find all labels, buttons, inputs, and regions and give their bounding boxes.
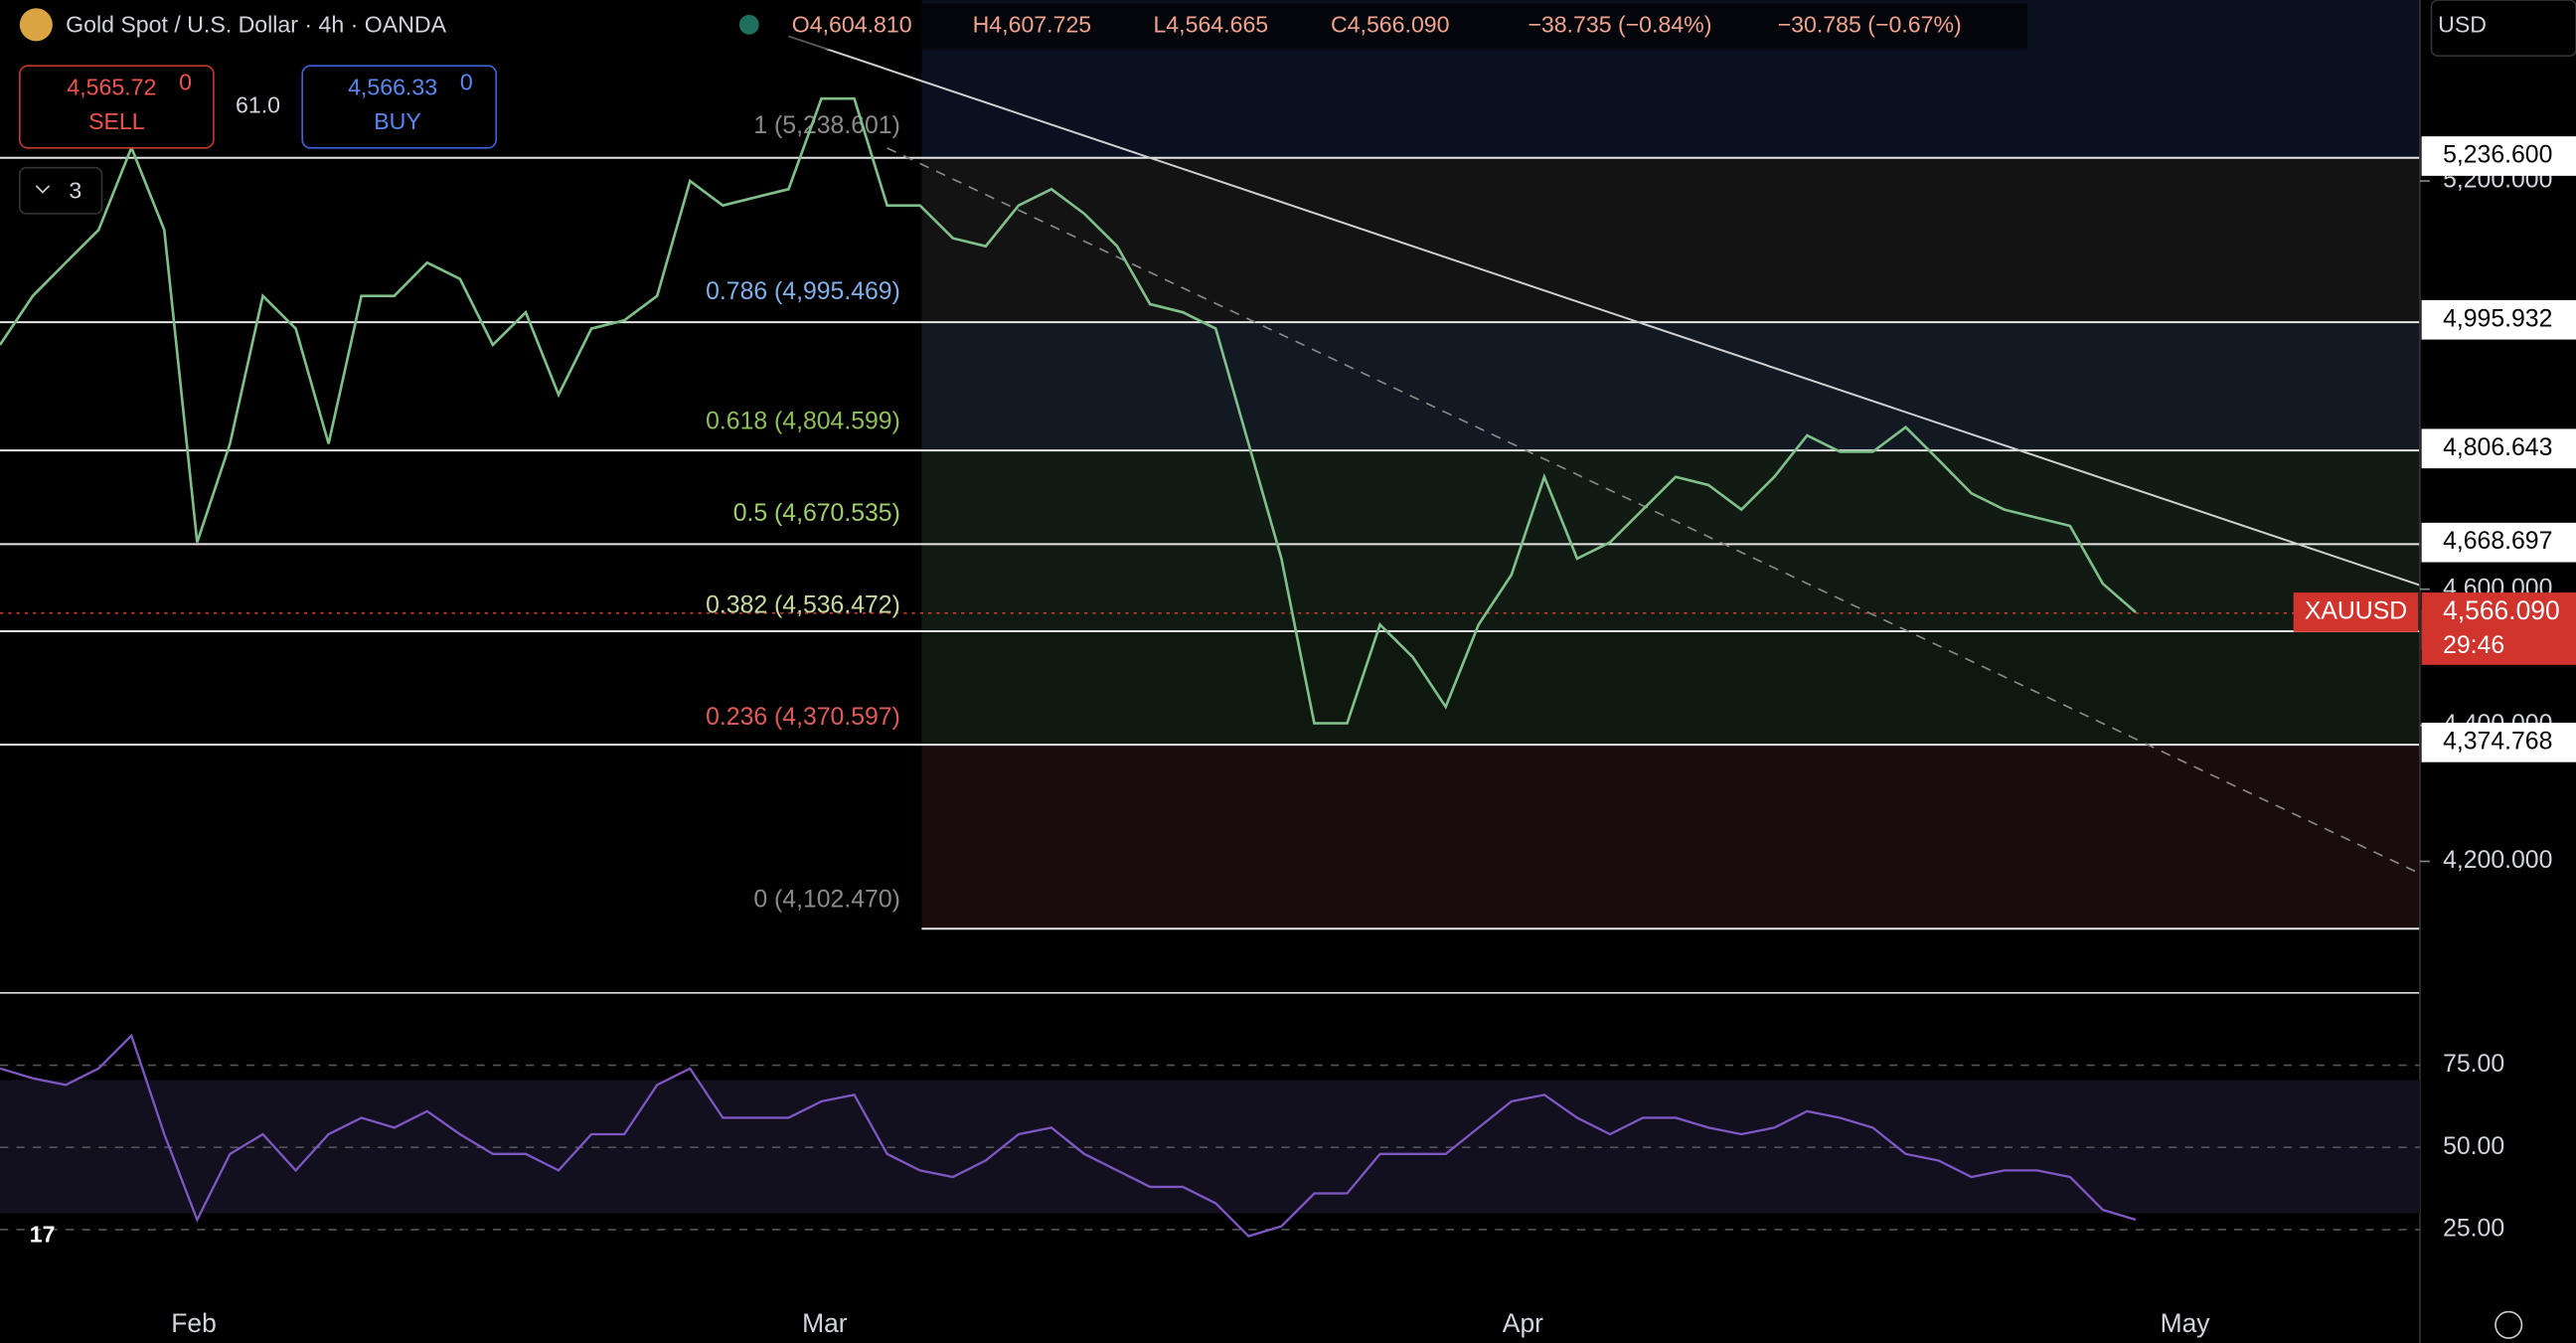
fib-label: 0 (4,102.470) bbox=[753, 887, 899, 914]
current-price-box bbox=[2421, 592, 2576, 665]
status-dot bbox=[738, 14, 759, 35]
sell-pip: 0 bbox=[179, 69, 192, 94]
settings-icon[interactable] bbox=[2495, 1310, 2523, 1339]
buy-pip: 0 bbox=[460, 69, 473, 94]
fib-label: 0.236 (4,370.597) bbox=[706, 704, 900, 731]
price-marker-box bbox=[2421, 522, 2576, 563]
fib-zone bbox=[921, 322, 2420, 451]
price-marker-label: 5,236.600 bbox=[2443, 142, 2552, 169]
indicator-toggle[interactable] bbox=[19, 166, 103, 215]
price-marker-label: 4,995.932 bbox=[2443, 305, 2552, 332]
fib-label: 0.786 (4,995.469) bbox=[706, 278, 900, 305]
fib-zone bbox=[921, 544, 2420, 631]
buy-label: BUY bbox=[374, 108, 421, 134]
trendline bbox=[788, 35, 2421, 587]
ohlc-open: O4,604.810 bbox=[792, 12, 912, 38]
fib-zone bbox=[921, 630, 2420, 746]
buy-button[interactable] bbox=[301, 65, 498, 149]
rsi-tick-label: 75.00 bbox=[2443, 1051, 2504, 1078]
fib-zone bbox=[921, 745, 2420, 929]
currency-select[interactable] bbox=[2430, 0, 2576, 58]
rsi-line bbox=[0, 1033, 2137, 1238]
fib-label: 0.382 (4,536.472) bbox=[706, 592, 900, 619]
time-label: Feb bbox=[171, 1308, 217, 1338]
time-label: Apr bbox=[1503, 1308, 1543, 1338]
sell-price: 4,565.72 bbox=[67, 74, 156, 99]
symbol-tag bbox=[2293, 592, 2419, 632]
ohlc-low: L4,564.665 bbox=[1153, 12, 1268, 38]
fib-zone bbox=[921, 157, 2420, 323]
symbol-tag-label: XAUUSD bbox=[2305, 597, 2407, 624]
ohlc-high: H4,607.725 bbox=[973, 12, 1092, 38]
time-label: May bbox=[2161, 1308, 2211, 1338]
currency: USD bbox=[2438, 12, 2487, 38]
sell-label: SELL bbox=[88, 108, 145, 134]
time-label: Mar bbox=[802, 1308, 848, 1338]
fib-lines bbox=[0, 156, 2420, 930]
indicator-count: 3 bbox=[69, 178, 81, 204]
fib-label: 0.5 (4,670.535) bbox=[733, 500, 900, 527]
ohlc-change: −38.735 (−0.84%) bbox=[1528, 12, 1711, 38]
sell-button[interactable] bbox=[19, 65, 215, 149]
countdown: 29:46 bbox=[2443, 632, 2504, 659]
current-price-label: 4,566.090 bbox=[2443, 595, 2560, 625]
spread: 61.0 bbox=[236, 92, 280, 118]
price-marker-box bbox=[2421, 428, 2576, 469]
fib-label: 0.618 (4,804.599) bbox=[706, 409, 900, 435]
rsi-band bbox=[0, 1080, 2420, 1214]
price-marker-label: 4,806.643 bbox=[2443, 434, 2552, 461]
symbol-title: Gold Spot / U.S. Dollar · 4h · OANDA bbox=[66, 12, 446, 38]
rsi-tick-label: 25.00 bbox=[2443, 1215, 2504, 1242]
ohlc-close: C4,566.090 bbox=[1331, 12, 1450, 38]
price-line bbox=[0, 96, 2137, 725]
chevron-icon bbox=[35, 185, 51, 194]
fib-zone bbox=[921, 450, 2420, 545]
price-marker-box bbox=[2421, 136, 2576, 176]
ohlc-change-ext: −30.785 (−0.67%) bbox=[1778, 12, 1962, 38]
price-marker-label: 4,668.697 bbox=[2443, 528, 2552, 555]
price-marker-box bbox=[2421, 299, 2576, 340]
fib-label: 1 (5,238.601) bbox=[753, 112, 899, 139]
rsi-tick-label: 50.00 bbox=[2443, 1133, 2504, 1160]
logo: 17 bbox=[30, 1222, 56, 1248]
price-marker-label: 4,374.768 bbox=[2443, 728, 2552, 755]
ohlc-bg bbox=[781, 3, 2027, 50]
symbol-icon bbox=[19, 8, 53, 42]
price-tick-label: 4,200.000 bbox=[2443, 847, 2552, 874]
buy-price: 4,566.33 bbox=[348, 74, 437, 99]
price-marker-box bbox=[2421, 723, 2576, 762]
